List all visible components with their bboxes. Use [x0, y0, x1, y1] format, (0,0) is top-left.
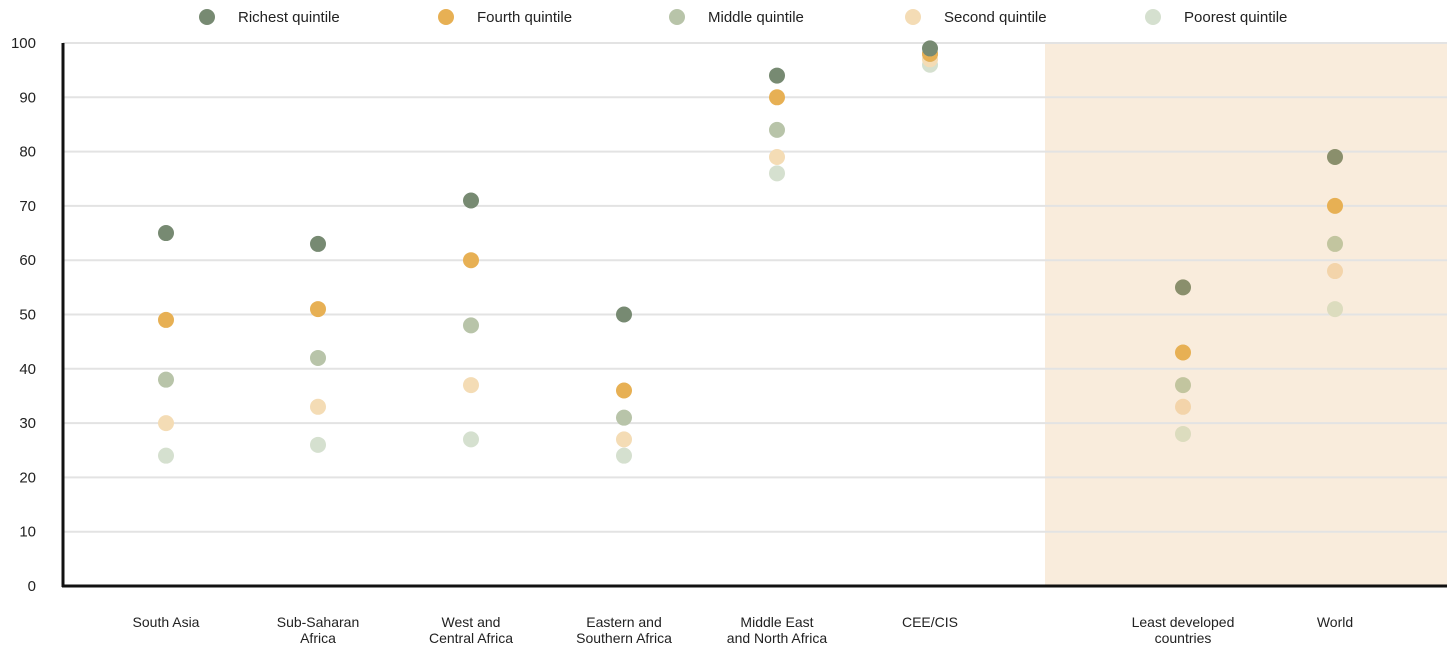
data-point — [463, 377, 479, 394]
x-category-label: Middle East and North Africa — [727, 614, 828, 646]
data-point — [463, 252, 479, 269]
y-tick-label: 70 — [19, 198, 36, 215]
data-point — [1327, 301, 1343, 318]
y-tick-label: 0 — [28, 578, 36, 595]
legend-marker — [199, 9, 215, 25]
x-category-label: Eastern and Southern Africa — [576, 614, 672, 646]
legend-item: Second quintile — [905, 9, 1047, 26]
legend-label: Fourth quintile — [477, 9, 572, 26]
data-point — [158, 225, 174, 242]
data-point — [463, 317, 479, 334]
x-category-label: Least developed countries — [1132, 614, 1235, 646]
data-point — [310, 436, 326, 453]
data-point — [769, 67, 785, 84]
data-point — [463, 192, 479, 209]
data-point — [922, 40, 938, 57]
x-category-label: West and Central Africa — [429, 614, 513, 646]
y-tick-label: 40 — [19, 361, 36, 378]
data-point — [1175, 398, 1191, 415]
data-point — [1175, 425, 1191, 442]
y-tick-label: 10 — [19, 524, 36, 541]
data-point — [1327, 149, 1343, 166]
data-point — [1327, 235, 1343, 252]
data-point — [158, 415, 174, 432]
x-category-label: CEE/CIS — [902, 614, 958, 630]
data-point — [616, 431, 632, 448]
data-point — [158, 311, 174, 328]
data-point — [616, 382, 632, 399]
y-tick-label: 60 — [19, 252, 36, 269]
data-point — [310, 301, 326, 318]
legend-marker — [669, 9, 685, 25]
data-point — [1327, 197, 1343, 214]
legend-item: Fourth quintile — [438, 9, 572, 26]
x-category-label: World — [1317, 614, 1353, 630]
data-point — [1175, 279, 1191, 296]
data-point — [769, 89, 785, 106]
data-point — [158, 371, 174, 388]
legend-item: Richest quintile — [199, 9, 340, 26]
data-point — [310, 349, 326, 366]
legend-label: Poorest quintile — [1184, 9, 1287, 26]
data-point — [310, 398, 326, 415]
data-point — [1175, 377, 1191, 394]
x-category-label: South Asia — [133, 614, 200, 630]
legend-item: Middle quintile — [669, 9, 804, 26]
y-tick-label: 90 — [19, 89, 36, 106]
data-point — [158, 447, 174, 464]
data-point — [310, 235, 326, 252]
data-point — [463, 431, 479, 448]
y-tick-label: 30 — [19, 415, 36, 432]
data-point — [769, 149, 785, 166]
legend-label: Richest quintile — [238, 9, 340, 26]
x-category-label: Sub-Saharan Africa — [277, 614, 360, 646]
legend-item: Poorest quintile — [1145, 9, 1287, 26]
data-point — [1175, 344, 1191, 361]
legend-marker — [1145, 9, 1161, 25]
data-point — [616, 447, 632, 464]
legend-label: Second quintile — [944, 9, 1047, 26]
legend-marker — [905, 9, 921, 25]
data-point — [769, 121, 785, 138]
data-point — [616, 306, 632, 323]
data-point — [769, 165, 785, 182]
y-tick-label: 80 — [19, 144, 36, 161]
data-point — [1327, 263, 1343, 280]
y-tick-label: 20 — [19, 469, 36, 486]
legend-marker — [438, 9, 454, 25]
y-tick-label: 50 — [19, 307, 36, 324]
data-point — [616, 409, 632, 426]
legend-label: Middle quintile — [708, 9, 804, 26]
y-tick-label: 100 — [11, 35, 36, 52]
